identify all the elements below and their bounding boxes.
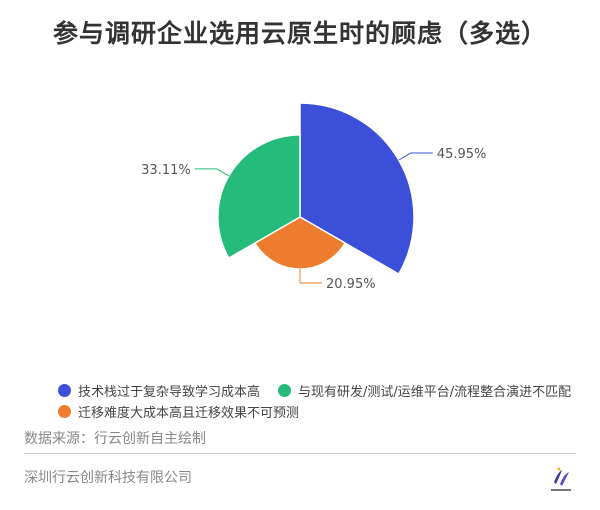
chart-title: 参与调研企业选用云原生时的顾虑（多选） (52, 19, 547, 48)
legend: 技术栈过于复杂导致学习成本高 与现有研发/测试/运维平台/流程整合演进不匹配 迁… (58, 380, 589, 422)
company-name: 深圳行云创新科技有限公司 (24, 470, 192, 486)
legend-row: 技术栈过于复杂导致学习成本高 与现有研发/测试/运维平台/流程整合演进不匹配 (58, 380, 589, 401)
slice-label: 33.11% (141, 163, 191, 178)
rose-slice[interactable] (253, 216, 347, 270)
label-leader-line (194, 168, 230, 177)
label-leader-line (398, 152, 433, 161)
legend-item[interactable]: 技术栈过于复杂导致学习成本高 (58, 381, 260, 400)
rose-chart: 45.95% 20.95% 33.11% (141, 102, 487, 292)
divider (24, 453, 576, 454)
legend-dot (58, 384, 71, 397)
legend-label: 迁移难度大成本高且迁移效果不可预测 (78, 406, 300, 421)
legend-item[interactable]: 与现有研发/测试/运维平台/流程整合演进不匹配 (278, 381, 571, 400)
legend-dot (278, 384, 292, 397)
label-leader-line (299, 268, 322, 284)
slice-label: 45.95% (437, 147, 487, 162)
legend-item[interactable]: 迁移难度大成本高且迁移效果不可预测 (58, 402, 299, 421)
legend-dot (58, 405, 71, 418)
company-logo (551, 467, 571, 491)
slice-label: 20.95% (326, 277, 376, 292)
legend-label: 技术栈过于复杂导致学习成本高 (78, 385, 261, 400)
legend-row: 迁移难度大成本高且迁移效果不可预测 (58, 401, 589, 422)
rose-slice[interactable] (217, 134, 301, 260)
data-source: 数据来源：行云创新自主绘制 (24, 431, 206, 447)
legend-label: 与现有研发/测试/运维平台/流程整合演进不匹配 (298, 385, 572, 400)
rose-slice[interactable] (299, 102, 415, 276)
